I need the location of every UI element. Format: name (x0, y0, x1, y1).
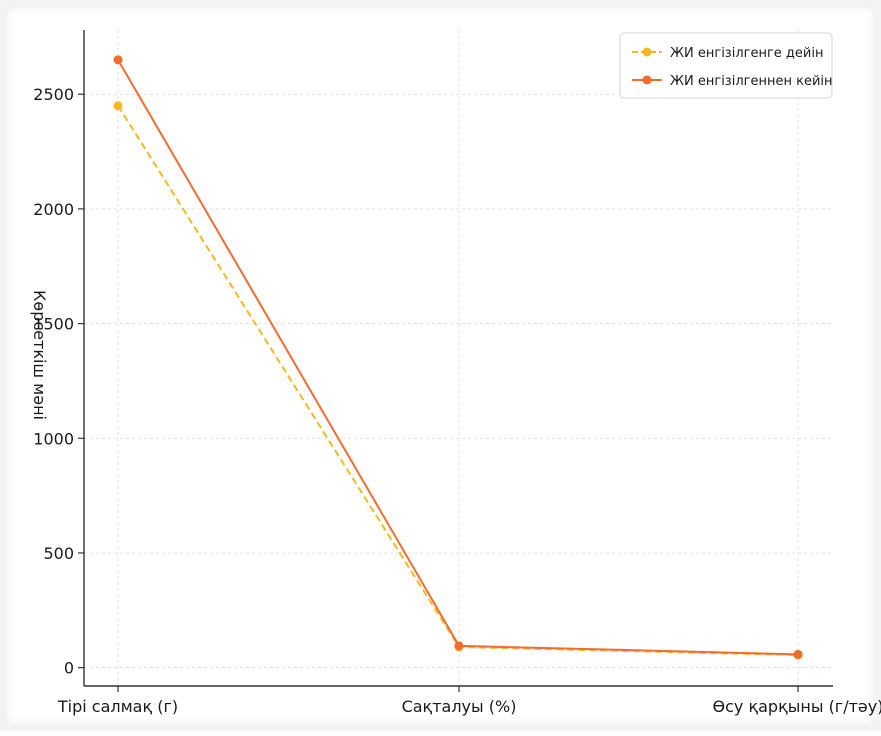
y-tick-label: 0 (64, 659, 74, 678)
series (113, 55, 803, 660)
y-tick-label: 1500 (33, 315, 74, 334)
legend-marker-series-1 (642, 47, 652, 57)
data-point-series-2 (454, 641, 464, 651)
legend-label-series-2: ЖИ енгізілгеннен кейін (670, 74, 833, 89)
x-tick-label: Тірі салмақ (г) (57, 697, 178, 716)
y-axis-label: Көрсеткіш мәні (30, 290, 49, 420)
legend: ЖИ енгізілгенге дейін ЖИ енгізілгеннен к… (619, 32, 833, 99)
axes (83, 30, 833, 687)
series-line-1 (117, 105, 799, 657)
x-tick-label: Өсу қарқыны (г/тәу) (713, 697, 881, 716)
y-tick-label: 2000 (33, 200, 74, 219)
legend-box (619, 32, 833, 99)
series-line-2 (117, 59, 799, 656)
legend-label-series-1: ЖИ енгізілгенге дейін (670, 46, 823, 61)
y-ticks: 0 500 1000 1500 2000 2500 (33, 85, 84, 678)
data-point-series-1 (113, 101, 123, 111)
x-tick-label: Сақталуы (%) (402, 697, 517, 716)
data-point-series-2 (793, 649, 803, 659)
y-tick-label: 1000 (33, 429, 74, 448)
legend-marker-series-2 (642, 75, 652, 85)
y-tick-label: 500 (43, 544, 74, 563)
grid (84, 30, 833, 686)
y-tick-label: 2500 (33, 85, 74, 104)
data-point-series-2 (113, 55, 123, 65)
x-ticks: Тірі салмақ (г) Сақталуы (%) Өсу қарқыны (… (57, 686, 881, 716)
